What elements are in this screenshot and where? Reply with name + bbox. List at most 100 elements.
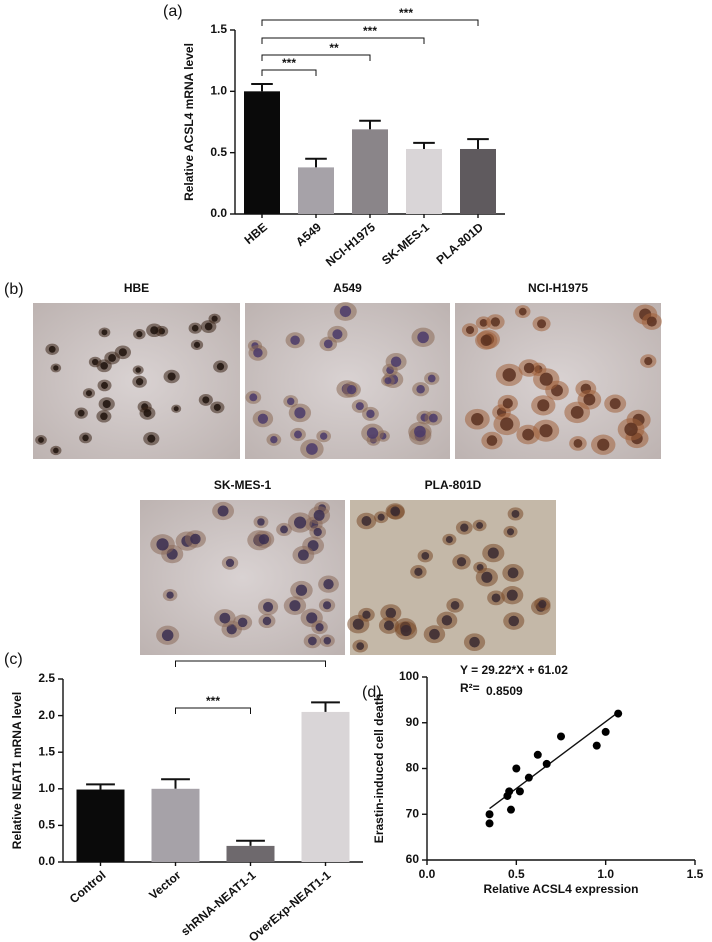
nucleus [383,620,394,631]
nucleus [262,616,272,626]
nucleus [237,617,248,628]
nucleus [428,413,438,423]
bar [301,711,350,862]
point [557,732,565,741]
y-tick-label: 80 [406,761,420,775]
point [505,787,514,796]
nucleus [193,341,201,348]
y-tick-label: 1.5 [38,744,55,758]
nucleus [339,305,352,318]
nucleus [143,409,152,418]
point [542,759,551,768]
y-tick-label: 1.5 [210,22,227,36]
nucleus [414,567,423,576]
point [601,727,610,736]
nucleus [225,558,235,568]
nucleus [506,589,518,601]
y-tick-label: 100 [399,669,419,683]
nucleus [150,326,159,335]
significance-label: *** [282,56,296,70]
r2-label: R²= [460,681,480,695]
nucleus [416,384,425,394]
nucleus [294,430,302,439]
significance-label: *** [363,24,377,38]
nucleus [118,348,127,357]
nucleus [77,409,85,417]
nucleus [480,334,492,346]
nucleus [219,612,231,624]
point [533,750,542,759]
nucleus [346,384,357,395]
nucleus [332,329,343,340]
nucleus [597,438,610,451]
nucleus [53,447,59,454]
nucleus [167,372,176,381]
nucleus [166,591,174,599]
nucleus [48,345,56,353]
bar [76,789,125,862]
x-tick-label: A549 [293,220,324,249]
y-tick-label: 1.0 [210,84,227,98]
nucleus [427,374,436,383]
bar [460,148,496,214]
x-tick-label: 0.0 [419,867,436,881]
equation: Y = 29.22*X + 61.02 [460,663,568,677]
nucleus [502,368,516,382]
nucleus [355,402,364,411]
nucleus [101,381,109,389]
nucleus [450,601,460,610]
point [515,787,524,796]
nucleus [537,399,550,412]
nucleus [644,357,653,366]
nucleus [523,362,535,374]
nucleus [204,322,213,331]
nucleus [294,407,306,419]
nucleus [289,600,301,612]
x-tick-label: Vector [146,868,183,903]
nucleus [85,390,92,397]
nucleus [306,443,318,455]
r2-value: 0.8509 [486,684,523,698]
nucleus [135,378,144,386]
nucleus [213,403,221,411]
nucleus [390,356,402,367]
significance-bracket [261,19,479,26]
nucleus [539,372,553,386]
nucleus [384,377,392,385]
nucleus [108,354,117,362]
nucleus [441,615,453,626]
nucleus [479,319,488,327]
y-axis-label: Relative ACSL4 mRNA level [182,43,196,201]
y-tick-label: 2.5 [38,671,55,685]
nucleus [202,396,210,404]
nucleus [226,624,237,635]
nucleus [456,557,467,567]
nucleus [465,325,475,335]
nucleus [102,399,111,409]
nucleus [511,509,520,518]
micrograph-title: HBE [124,281,149,295]
nucleus [366,409,375,419]
nucleus [481,571,493,583]
nucleus [487,547,499,559]
nucleus [390,506,400,517]
nucleus [624,422,638,437]
nucleus [538,600,547,609]
significance-bracket [261,54,371,61]
nucleus [471,412,484,426]
y-tick-label: 0.5 [38,818,55,832]
micrograph [350,500,556,655]
nucleus [258,534,270,545]
y-tick-label: 60 [406,852,420,866]
nucleus [518,307,527,316]
nucleus [306,612,318,624]
nucleus [297,549,309,561]
nucleus [135,367,141,373]
x-tick-label: Control [67,868,109,906]
y-tick-label: 0.0 [210,206,227,220]
nucleus [421,552,430,560]
nucleus [522,428,535,441]
significance-bracket [261,69,317,76]
point [524,773,533,782]
